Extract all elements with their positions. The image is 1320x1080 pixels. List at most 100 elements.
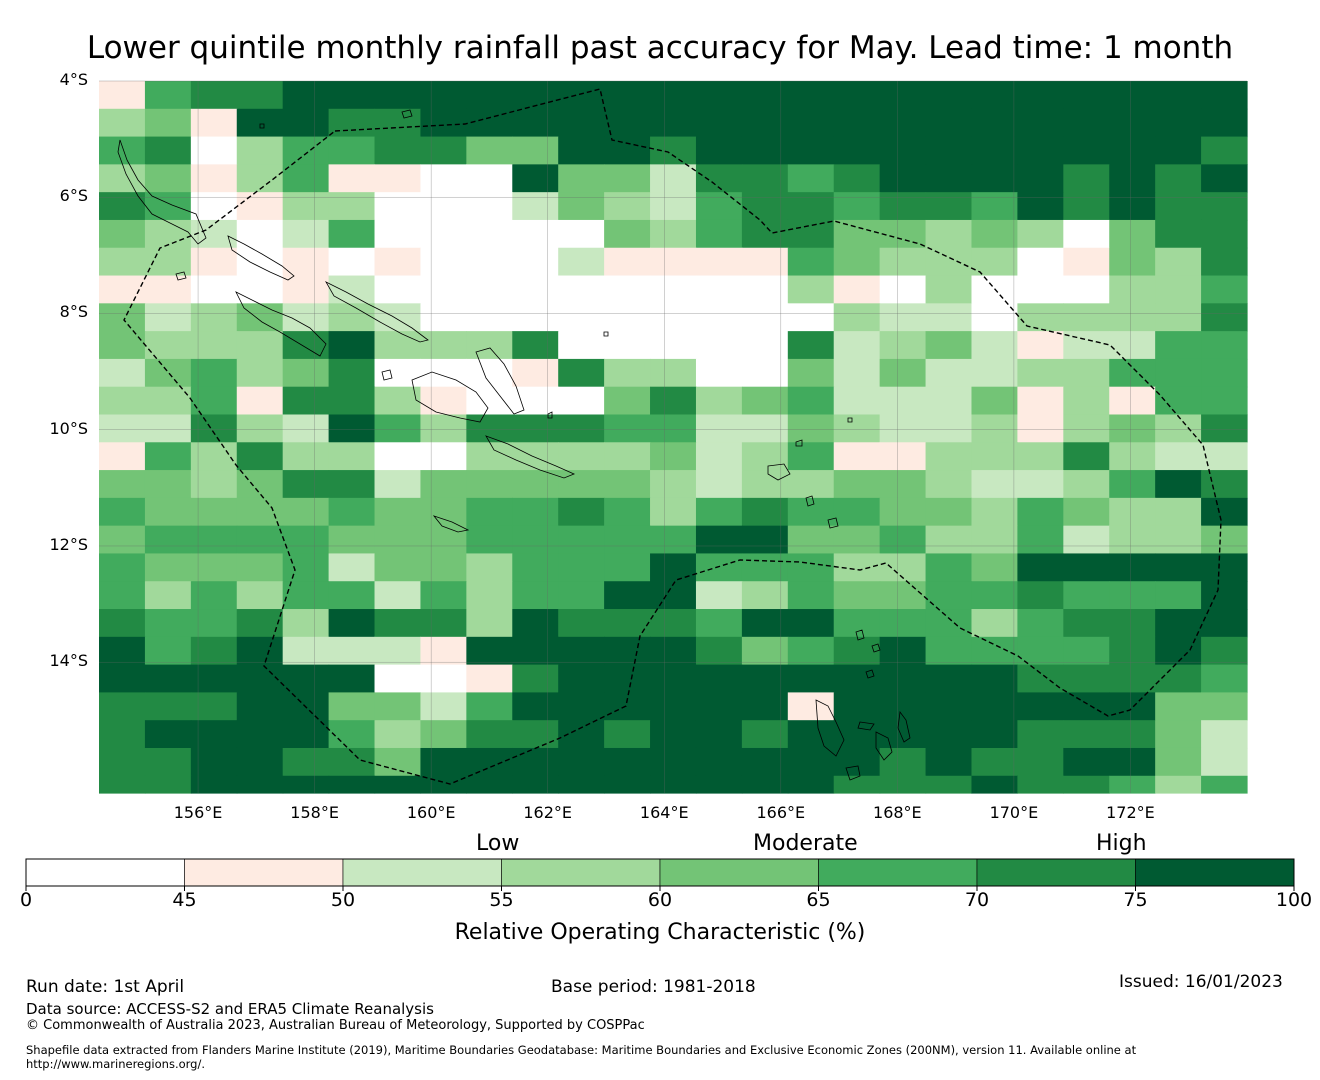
grid-cell bbox=[236, 136, 284, 165]
grid-cell bbox=[833, 775, 881, 794]
colorbar-tick-label: 55 bbox=[489, 889, 514, 911]
vanikoro-island bbox=[827, 517, 839, 529]
grid-cell bbox=[328, 164, 376, 193]
grid-cell bbox=[190, 108, 238, 138]
malekula-island bbox=[875, 731, 893, 761]
grid-cell bbox=[741, 664, 789, 693]
grid-cell bbox=[925, 692, 973, 721]
grid-cell bbox=[420, 497, 467, 527]
colorbar-tick-label: 65 bbox=[806, 889, 831, 911]
grid-cell bbox=[1109, 81, 1156, 110]
grid-cell bbox=[282, 747, 330, 777]
issued-date: Issued: 16/01/2023 bbox=[1119, 972, 1283, 992]
grid-cell bbox=[787, 81, 835, 110]
grid-cell bbox=[833, 636, 881, 666]
grid-cell bbox=[695, 692, 743, 721]
grid-cell bbox=[695, 442, 743, 471]
grid-cell bbox=[650, 581, 697, 610]
ontong-java-atoll bbox=[401, 109, 413, 119]
grid-cell bbox=[1109, 747, 1156, 777]
grid-cell bbox=[236, 275, 284, 304]
grid-cell bbox=[833, 303, 881, 332]
grid-cell bbox=[466, 747, 513, 777]
grid-cell bbox=[328, 247, 376, 277]
grid-cell bbox=[190, 747, 238, 777]
colorbar-tick-label: 50 bbox=[330, 889, 356, 911]
grid-cell bbox=[925, 442, 973, 471]
grid-cell bbox=[466, 720, 513, 749]
grid-cell bbox=[1201, 553, 1248, 582]
grid-cell bbox=[741, 720, 789, 749]
grid-cell bbox=[1155, 442, 1202, 471]
colorbar-segment bbox=[976, 858, 1136, 887]
grid-cell bbox=[1063, 497, 1110, 527]
grid-cell bbox=[99, 525, 146, 555]
grid-cell bbox=[466, 470, 513, 499]
base-period: Base period: 1981-2018 bbox=[551, 977, 756, 997]
grid-cell bbox=[650, 358, 697, 388]
grid-cell bbox=[282, 164, 330, 193]
grid-cell bbox=[695, 470, 743, 499]
grid-cell bbox=[420, 247, 467, 277]
grid-cell bbox=[787, 497, 835, 527]
grid-cell bbox=[650, 81, 697, 110]
grid-cell bbox=[787, 164, 835, 193]
grid-cell bbox=[650, 692, 697, 721]
grid-cell bbox=[144, 497, 192, 527]
grid-cell bbox=[971, 386, 1018, 416]
grid-cell bbox=[787, 664, 835, 693]
colorbar-segment bbox=[818, 858, 978, 887]
grid-cell bbox=[558, 358, 605, 388]
grid-cell bbox=[420, 192, 467, 221]
grid-cell bbox=[1201, 581, 1248, 610]
grid-cell bbox=[1155, 303, 1202, 332]
grid-cell bbox=[695, 553, 743, 582]
grid-cell bbox=[741, 219, 789, 249]
grid-cell bbox=[512, 470, 559, 499]
grid-cell bbox=[1063, 303, 1110, 332]
grid-cell bbox=[1063, 192, 1110, 221]
grid-cell bbox=[971, 136, 1018, 165]
grid-cell bbox=[1109, 108, 1156, 138]
grid-cell bbox=[466, 692, 513, 721]
grid-cell bbox=[971, 108, 1018, 138]
rainfall-accuracy-grid bbox=[99, 81, 1248, 794]
grid-cell bbox=[650, 525, 697, 555]
grid-cell bbox=[604, 664, 651, 693]
grid-cell bbox=[1063, 136, 1110, 165]
grid-cell bbox=[1017, 386, 1064, 416]
grid-cell bbox=[787, 303, 835, 332]
longitude-tick-label: 158°E bbox=[290, 803, 339, 822]
grid-cell bbox=[695, 581, 743, 610]
grid-cell bbox=[604, 164, 651, 193]
grid-cell bbox=[420, 386, 467, 416]
grid-cell bbox=[190, 303, 238, 332]
grid-cell bbox=[236, 609, 284, 638]
grid-cell bbox=[741, 81, 789, 110]
grid-cell bbox=[558, 747, 605, 777]
grid-cell bbox=[650, 303, 697, 332]
grid-cell bbox=[604, 747, 651, 777]
longitude-tick-label: 170°E bbox=[989, 803, 1039, 822]
grid-cell bbox=[512, 303, 559, 332]
grid-cell bbox=[420, 275, 467, 304]
grid-cell bbox=[236, 247, 284, 277]
grid-cell bbox=[879, 609, 927, 638]
grid-cell bbox=[833, 108, 881, 138]
grid-cell bbox=[1017, 553, 1064, 582]
longitude-tick-label: 164°E bbox=[639, 803, 689, 822]
choiseul-island bbox=[227, 235, 295, 281]
grid-cell bbox=[558, 775, 605, 794]
grid-cell bbox=[282, 553, 330, 582]
small-islets bbox=[259, 123, 853, 447]
grid-cell bbox=[512, 164, 559, 193]
grid-cell bbox=[558, 720, 605, 749]
grid-cell bbox=[650, 664, 697, 693]
grid-cell bbox=[879, 636, 927, 666]
grid-cell bbox=[1155, 470, 1202, 499]
grid-cell bbox=[374, 720, 422, 749]
grid-cell bbox=[925, 164, 973, 193]
grid-cell bbox=[971, 720, 1018, 749]
grid-cell bbox=[374, 442, 422, 471]
